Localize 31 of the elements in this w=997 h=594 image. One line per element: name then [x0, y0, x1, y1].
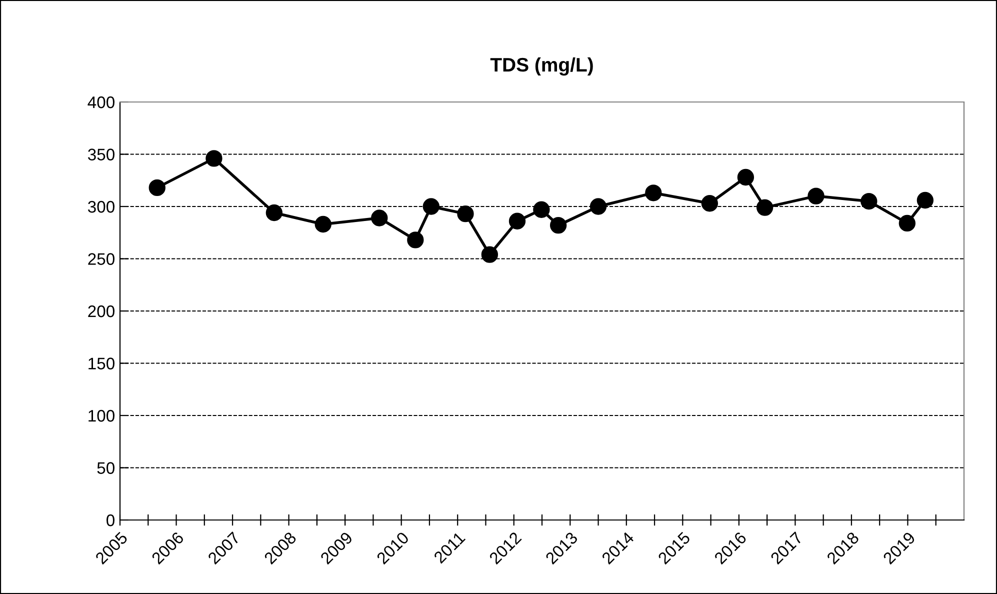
- point: [533, 201, 550, 218]
- point: [808, 188, 824, 204]
- point: [481, 246, 498, 263]
- point: [457, 205, 474, 222]
- point: [898, 214, 916, 232]
- point: [916, 192, 934, 209]
- point: [407, 232, 424, 248]
- y-tick-label: 350: [88, 148, 114, 160]
- point: [645, 184, 662, 202]
- point: [314, 216, 332, 233]
- y-tick-label: 300: [88, 200, 114, 213]
- point: [206, 150, 222, 167]
- point: [701, 195, 718, 212]
- point: [266, 204, 283, 222]
- y-tick-label: 200: [88, 305, 114, 318]
- point: [371, 210, 388, 226]
- y-tick-label: 250: [88, 253, 114, 265]
- y-tick-label: 150: [88, 358, 114, 370]
- chart-title: TDS (mg/L): [490, 57, 593, 76]
- point: [148, 179, 166, 196]
- point: [590, 198, 607, 215]
- point: [860, 192, 878, 210]
- y-tick-label: 100: [88, 410, 114, 422]
- y-tick-label: 50: [97, 462, 114, 474]
- point: [756, 199, 774, 216]
- point: [550, 216, 567, 234]
- point: [422, 198, 440, 215]
- y-tick-label: 0: [106, 514, 114, 526]
- point: [508, 212, 526, 230]
- y-tick-label: 400: [88, 96, 114, 108]
- point: [737, 168, 754, 186]
